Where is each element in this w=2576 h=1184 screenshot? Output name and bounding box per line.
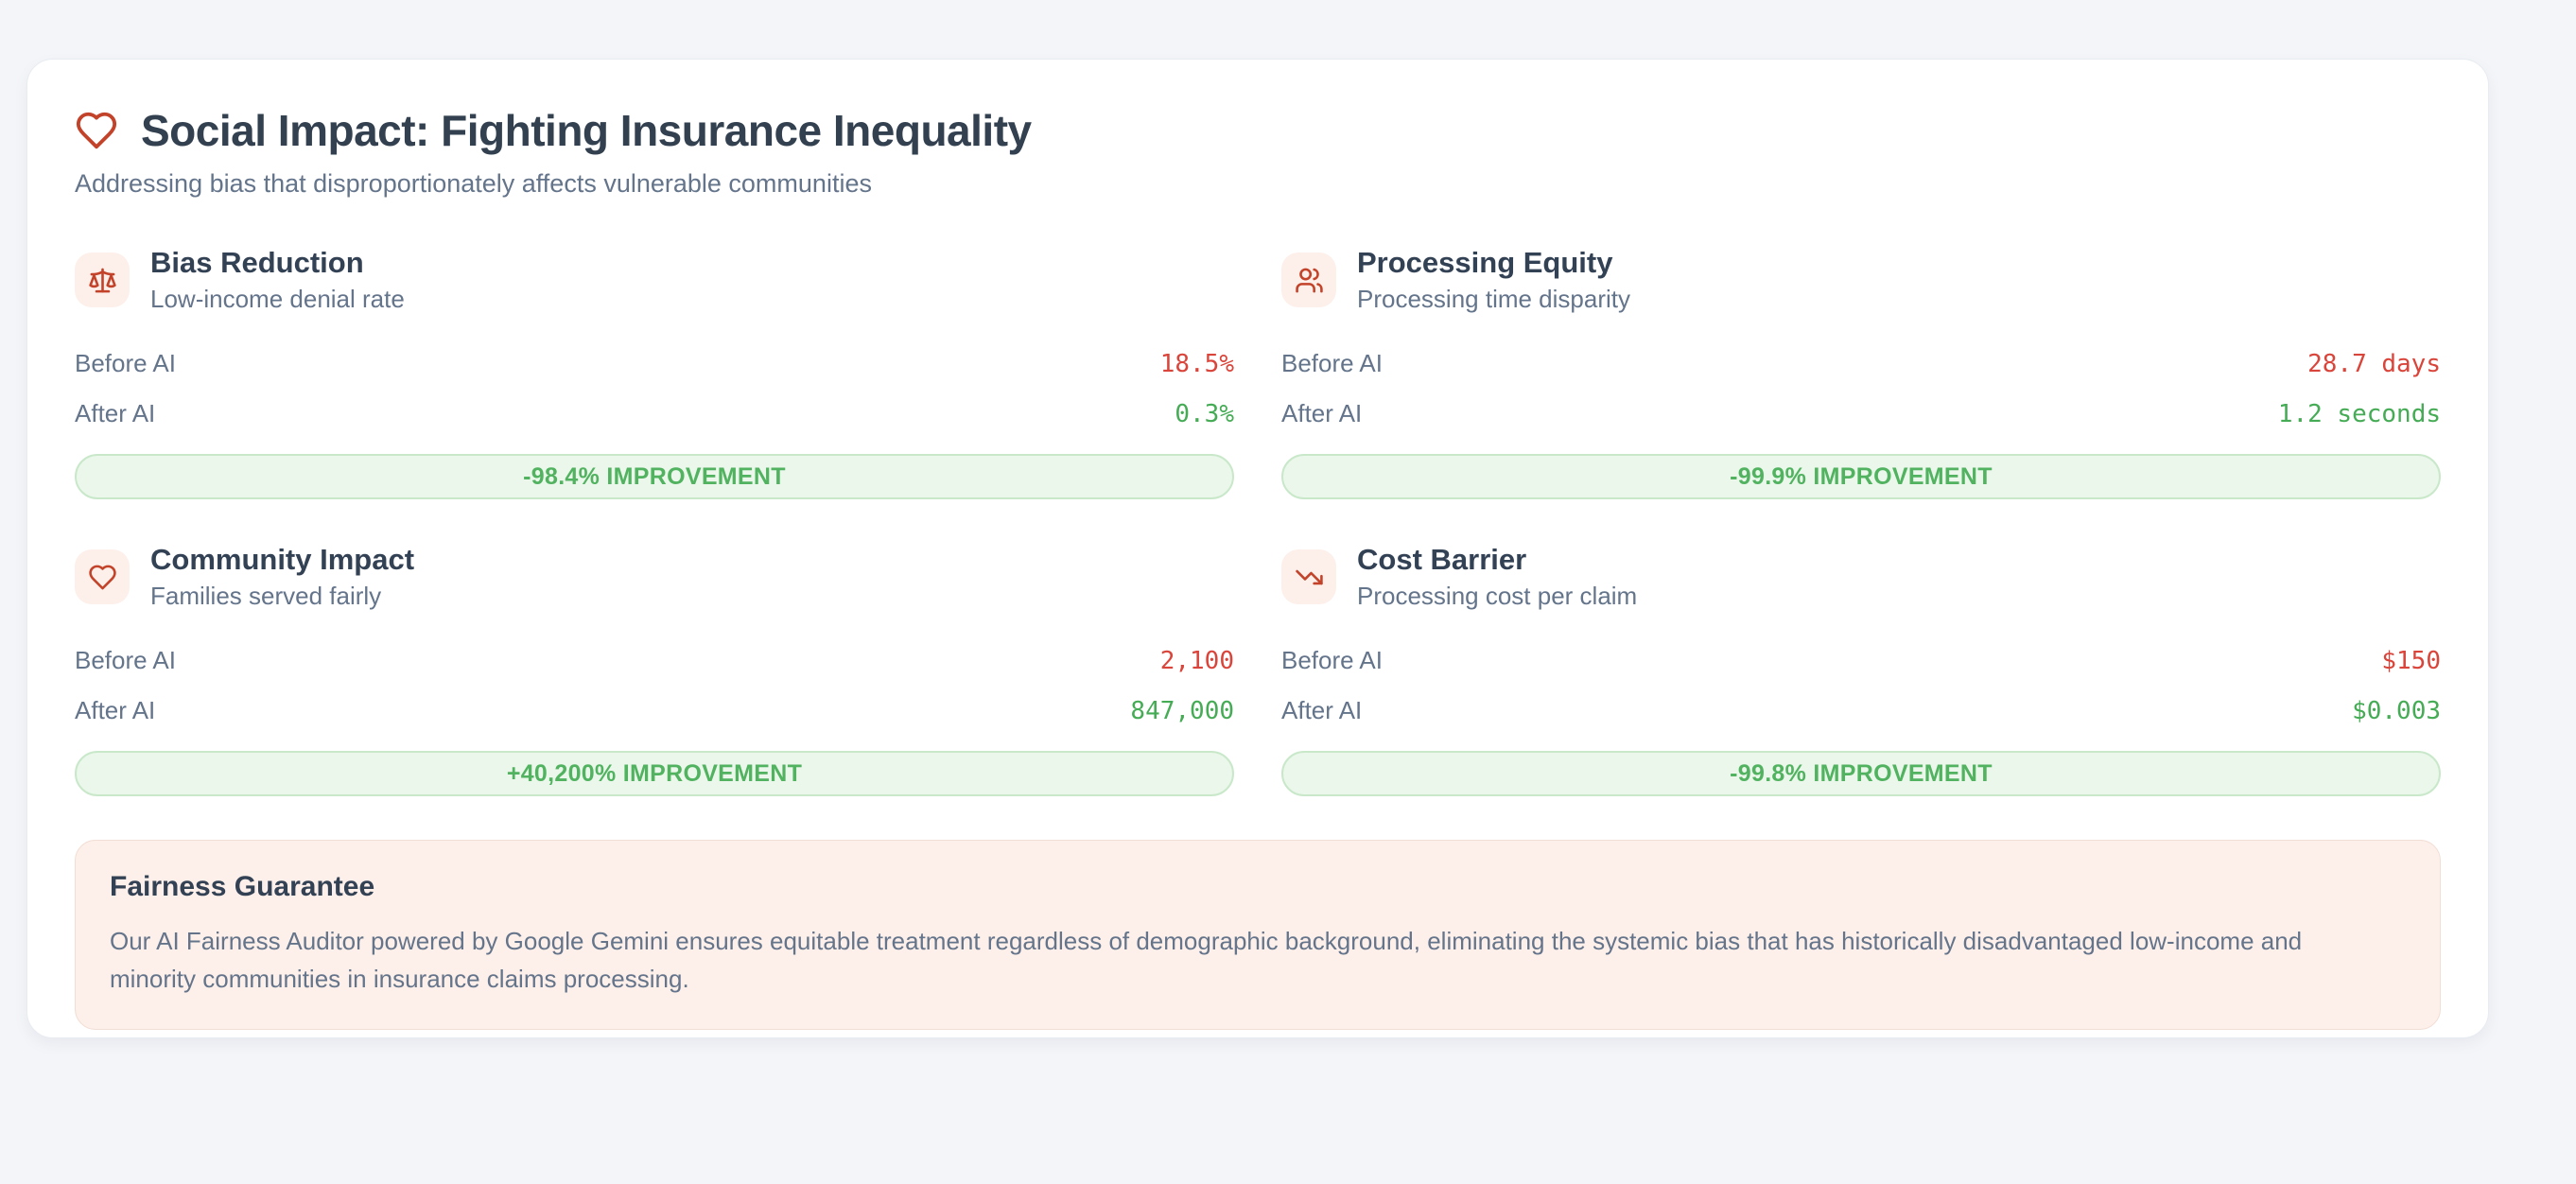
users-icon xyxy=(1295,266,1324,295)
before-ai-value: $150 xyxy=(2381,646,2441,675)
after-ai-value: 0.3% xyxy=(1175,399,1234,428)
metric-subtitle: Processing cost per claim xyxy=(1357,582,1638,610)
metric-header: Processing Equity Processing time dispar… xyxy=(1281,246,2441,314)
after-ai-label: After AI xyxy=(75,399,156,427)
metric-title: Bias Reduction xyxy=(150,246,364,279)
fairness-guarantee-panel: Fairness Guarantee Our AI Fairness Audit… xyxy=(75,840,2441,1030)
metric-subtitle: Processing time disparity xyxy=(1357,285,1630,313)
page-title: Social Impact: Fighting Insurance Inequa… xyxy=(141,106,1032,155)
heart-icon xyxy=(88,563,117,592)
before-ai-value: 28.7 days xyxy=(2307,349,2441,378)
metric-title: Processing Equity xyxy=(1357,246,1613,279)
after-ai-value: 1.2 seconds xyxy=(2277,399,2441,428)
heart-icon xyxy=(75,109,118,152)
after-ai-row: After AI 0.3% xyxy=(75,389,1234,439)
icon-chip xyxy=(1281,252,1336,307)
metric-title: Community Impact xyxy=(150,543,415,576)
before-ai-value: 18.5% xyxy=(1159,349,1234,378)
before-ai-row: Before AI $150 xyxy=(1281,636,2441,686)
scale-icon xyxy=(88,266,117,295)
metric-community-impact: Community Impact Families served fairly … xyxy=(75,543,1234,796)
after-ai-value: 847,000 xyxy=(1130,696,1234,725)
improvement-badge: +40,200% IMPROVEMENT xyxy=(75,751,1234,796)
card-header: Social Impact: Fighting Insurance Inequa… xyxy=(75,105,2441,156)
metric-processing-equity: Processing Equity Processing time dispar… xyxy=(1281,246,2441,499)
before-ai-label: Before AI xyxy=(1281,349,1383,377)
metrics-grid: Bias Reduction Low-income denial rate Be… xyxy=(75,246,2441,796)
improvement-badge: -99.8% IMPROVEMENT xyxy=(1281,751,2441,796)
before-ai-row: Before AI 28.7 days xyxy=(1281,339,2441,389)
metric-cost-barrier: Cost Barrier Processing cost per claim B… xyxy=(1281,543,2441,796)
before-ai-label: Before AI xyxy=(1281,646,1383,674)
metric-bias-reduction: Bias Reduction Low-income denial rate Be… xyxy=(75,246,1234,499)
after-ai-value: $0.003 xyxy=(2352,696,2441,725)
icon-chip xyxy=(75,252,130,307)
improvement-badge: -99.9% IMPROVEMENT xyxy=(1281,454,2441,499)
page-subtitle: Addressing bias that disproportionately … xyxy=(75,169,872,198)
before-ai-label: Before AI xyxy=(75,646,176,674)
before-ai-row: Before AI 18.5% xyxy=(75,339,1234,389)
fairness-title: Fairness Guarantee xyxy=(110,871,375,902)
after-ai-label: After AI xyxy=(1281,399,1363,427)
before-ai-label: Before AI xyxy=(75,349,176,377)
before-ai-row: Before AI 2,100 xyxy=(75,636,1234,686)
after-ai-row: After AI $0.003 xyxy=(1281,686,2441,736)
metric-subtitle: Families served fairly xyxy=(150,582,382,610)
improvement-badge: -98.4% IMPROVEMENT xyxy=(75,454,1234,499)
metric-subtitle: Low-income denial rate xyxy=(150,285,405,313)
after-ai-row: After AI 1.2 seconds xyxy=(1281,389,2441,439)
icon-chip xyxy=(1281,549,1336,604)
fairness-body: Our AI Fairness Auditor powered by Googl… xyxy=(110,927,2303,994)
metric-header: Bias Reduction Low-income denial rate xyxy=(75,246,1234,314)
metric-header: Community Impact Families served fairly xyxy=(75,543,1234,611)
metric-title: Cost Barrier xyxy=(1357,543,1527,576)
after-ai-label: After AI xyxy=(1281,696,1363,724)
before-ai-value: 2,100 xyxy=(1159,646,1234,675)
trending-down-icon xyxy=(1295,563,1324,592)
metric-header: Cost Barrier Processing cost per claim xyxy=(1281,543,2441,611)
after-ai-row: After AI 847,000 xyxy=(75,686,1234,736)
social-impact-card: Social Impact: Fighting Insurance Inequa… xyxy=(26,59,2489,1038)
after-ai-label: After AI xyxy=(75,696,156,724)
icon-chip xyxy=(75,549,130,604)
